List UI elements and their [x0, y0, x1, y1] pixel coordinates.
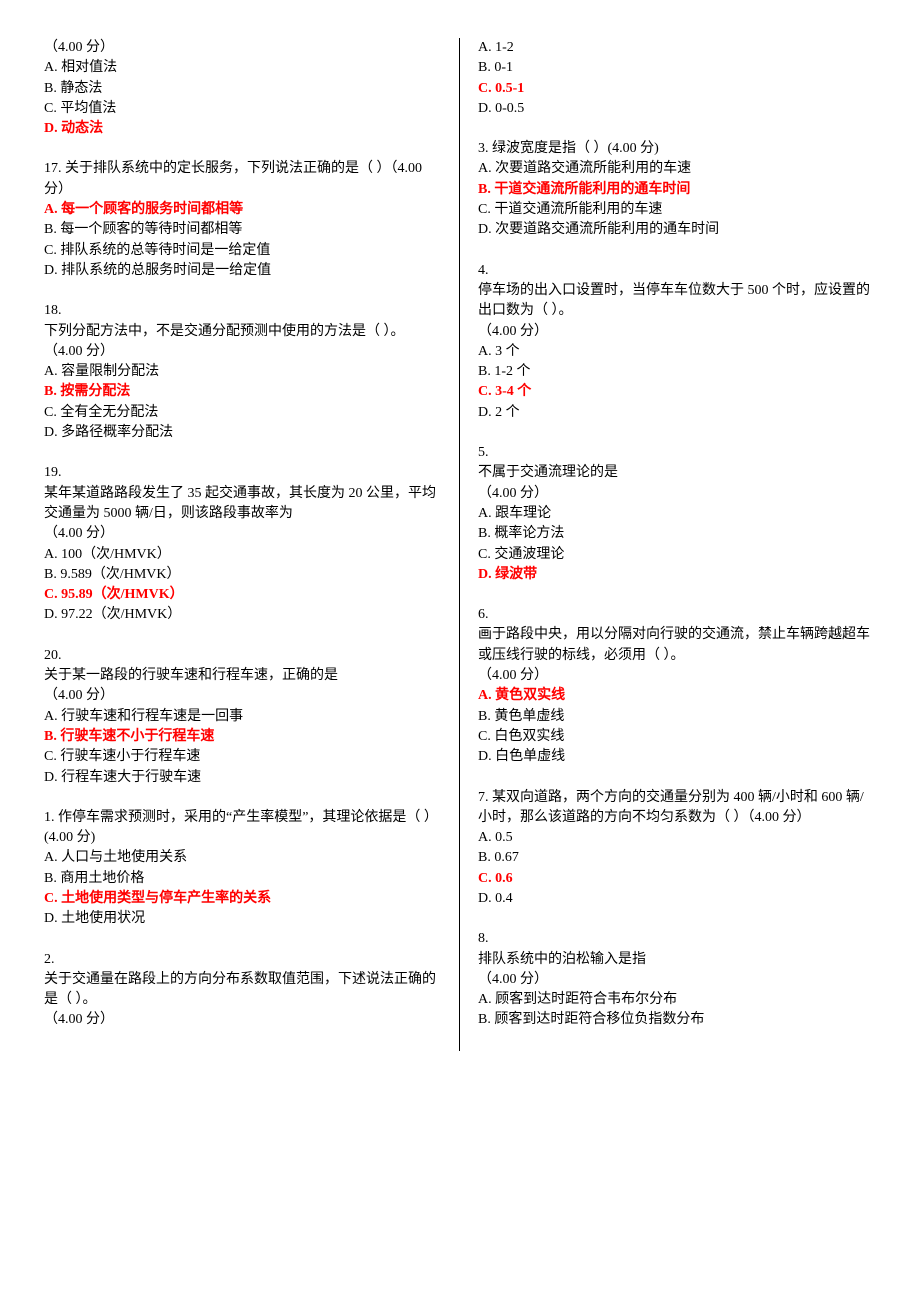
answer-option-correct: C. 95.89（次/HMVK） — [44, 585, 441, 605]
text-line: 关于交通量在路段上的方向分布系数取值范围，下述说法正确的是（ ）。 — [44, 970, 441, 1011]
text-line: D. 2 个 — [478, 403, 876, 423]
question-block: （4.00 分）A. 相对值法B. 静态法C. 平均值法D. 动态法 — [44, 38, 441, 139]
answer-option-correct: A. 每一个顾客的服务时间都相等 — [44, 200, 441, 220]
text-line: B. 商用土地价格 — [44, 869, 441, 889]
text-line: 关于某一路段的行驶车速和行程车速，正确的是 — [44, 666, 441, 686]
text-line: 画于路段中央，用以分隔对向行驶的交通流，禁止车辆跨越超车或压线行驶的标线，必须用… — [478, 625, 876, 666]
question-block: A. 1-2B. 0-1C. 0.5-1D. 0-0.5 — [478, 38, 876, 119]
text-line: B. 黄色单虚线 — [478, 707, 876, 727]
left-column: （4.00 分）A. 相对值法B. 静态法C. 平均值法D. 动态法17. 关于… — [44, 38, 460, 1051]
text-line: 7. 某双向道路，两个方向的交通量分别为 400 辆/小时和 600 辆/小时，… — [478, 788, 876, 829]
text-line: B. 0-1 — [478, 58, 876, 78]
answer-option-correct: D. 绿波带 — [478, 565, 876, 585]
text-line: C. 行驶车速小于行程车速 — [44, 747, 441, 767]
text-line: 不属于交通流理论的是 — [478, 463, 876, 483]
text-line: 某年某道路路段发生了 35 起交通事故，其长度为 20 公里，平均交通量为 50… — [44, 484, 441, 525]
answer-option-correct: C. 土地使用类型与停车产生率的关系 — [44, 889, 441, 909]
text-line: （4.00 分） — [44, 38, 441, 58]
text-line: 1. 作停车需求预测时，采用的“产生率模型”，其理论依据是（ ）(4.00 分) — [44, 808, 441, 849]
answer-option-correct: B. 干道交通流所能利用的通车时间 — [478, 180, 876, 200]
text-line: D. 白色单虚线 — [478, 747, 876, 767]
text-line: A. 1-2 — [478, 38, 876, 58]
text-line: C. 白色双实线 — [478, 727, 876, 747]
text-line: 5. — [478, 443, 876, 463]
text-line: C. 干道交通流所能利用的车速 — [478, 200, 876, 220]
text-line: A. 行驶车速和行程车速是一回事 — [44, 707, 441, 727]
text-line: 20. — [44, 646, 441, 666]
text-line: 4. — [478, 261, 876, 281]
text-line: 17. 关于排队系统中的定长服务，下列说法正确的是（ ）（4.00 分） — [44, 159, 441, 200]
text-line: （4.00 分） — [44, 524, 441, 544]
text-line: （4.00 分） — [44, 1010, 441, 1030]
text-line: 19. — [44, 463, 441, 483]
text-line: 6. — [478, 605, 876, 625]
text-line: D. 行程车速大于行驶车速 — [44, 768, 441, 788]
question-block: 4.停车场的出入口设置时，当停车车位数大于 500 个时，应设置的出口数为（ ）… — [478, 261, 876, 423]
answer-option-correct: C. 0.6 — [478, 869, 876, 889]
question-block: 17. 关于排队系统中的定长服务，下列说法正确的是（ ）（4.00 分）A. 每… — [44, 159, 441, 281]
text-line: 下列分配方法中，不是交通分配预测中使用的方法是（ ）。 — [44, 322, 441, 342]
answer-option-correct: B. 行驶车速不小于行程车速 — [44, 727, 441, 747]
question-block: 2.关于交通量在路段上的方向分布系数取值范围，下述说法正确的是（ ）。（4.00… — [44, 950, 441, 1031]
text-line: （4.00 分） — [478, 666, 876, 686]
text-line: 18. — [44, 301, 441, 321]
text-line: D. 多路径概率分配法 — [44, 423, 441, 443]
text-line: D. 次要道路交通流所能利用的通车时间 — [478, 220, 876, 240]
answer-option-correct: C. 3-4 个 — [478, 382, 876, 402]
text-line: A. 次要道路交通流所能利用的车速 — [478, 159, 876, 179]
question-block: 6.画于路段中央，用以分隔对向行驶的交通流，禁止车辆跨越超车或压线行驶的标线，必… — [478, 605, 876, 767]
text-line: D. 0.4 — [478, 889, 876, 909]
text-line: B. 概率论方法 — [478, 524, 876, 544]
question-block: 3. 绿波宽度是指（ ）(4.00 分)A. 次要道路交通流所能利用的车速B. … — [478, 139, 876, 240]
question-block: 20.关于某一路段的行驶车速和行程车速，正确的是（4.00 分）A. 行驶车速和… — [44, 646, 441, 788]
question-block: 8.排队系统中的泊松输入是指（4.00 分）A. 顾客到达时距符合韦布尔分布B.… — [478, 929, 876, 1030]
text-line: B. 1-2 个 — [478, 362, 876, 382]
text-line: B. 9.589（次/HMVK） — [44, 565, 441, 585]
text-line: 3. 绿波宽度是指（ ）(4.00 分) — [478, 139, 876, 159]
text-line: B. 静态法 — [44, 79, 441, 99]
text-line: A. 容量限制分配法 — [44, 362, 441, 382]
text-line: C. 排队系统的总等待时间是一给定值 — [44, 241, 441, 261]
text-line: （4.00 分） — [478, 970, 876, 990]
text-line: 2. — [44, 950, 441, 970]
text-line: B. 0.67 — [478, 848, 876, 868]
text-line: C. 交通波理论 — [478, 545, 876, 565]
text-line: C. 平均值法 — [44, 99, 441, 119]
text-line: 排队系统中的泊松输入是指 — [478, 950, 876, 970]
text-line: A. 100（次/HMVK） — [44, 545, 441, 565]
text-line: （4.00 分） — [44, 686, 441, 706]
text-line: C. 全有全无分配法 — [44, 403, 441, 423]
question-block: 19.某年某道路路段发生了 35 起交通事故，其长度为 20 公里，平均交通量为… — [44, 463, 441, 625]
question-block: 5.不属于交通流理论的是（4.00 分）A. 跟车理论B. 概率论方法C. 交通… — [478, 443, 876, 585]
text-line: A. 3 个 — [478, 342, 876, 362]
answer-option-correct: C. 0.5-1 — [478, 79, 876, 99]
text-line: D. 土地使用状况 — [44, 909, 441, 929]
text-line: （4.00 分） — [478, 322, 876, 342]
question-block: 1. 作停车需求预测时，采用的“产生率模型”，其理论依据是（ ）(4.00 分)… — [44, 808, 441, 930]
answer-option-correct: D. 动态法 — [44, 119, 441, 139]
right-column: A. 1-2B. 0-1C. 0.5-1D. 0-0.5 3. 绿波宽度是指（ ）… — [460, 38, 876, 1051]
text-line: D. 97.22（次/HMVK） — [44, 605, 441, 625]
two-column-layout: （4.00 分）A. 相对值法B. 静态法C. 平均值法D. 动态法17. 关于… — [44, 38, 876, 1051]
text-line: D. 0-0.5 — [478, 99, 876, 119]
text-line: （4.00 分） — [478, 484, 876, 504]
question-block: 7. 某双向道路，两个方向的交通量分别为 400 辆/小时和 600 辆/小时，… — [478, 788, 876, 910]
text-line: B. 顾客到达时距符合移位负指数分布 — [478, 1010, 876, 1030]
text-line: A. 人口与土地使用关系 — [44, 848, 441, 868]
text-line: A. 跟车理论 — [478, 504, 876, 524]
text-line: A. 顾客到达时距符合韦布尔分布 — [478, 990, 876, 1010]
text-line: B. 每一个顾客的等待时间都相等 — [44, 220, 441, 240]
question-block: 18.下列分配方法中，不是交通分配预测中使用的方法是（ ）。（4.00 分）A.… — [44, 301, 441, 443]
text-line: A. 0.5 — [478, 828, 876, 848]
text-line: D. 排队系统的总服务时间是一给定值 — [44, 261, 441, 281]
text-line: （4.00 分） — [44, 342, 441, 362]
text-line: 8. — [478, 929, 876, 949]
answer-option-correct: A. 黄色双实线 — [478, 686, 876, 706]
answer-option-correct: B. 按需分配法 — [44, 382, 441, 402]
text-line: 停车场的出入口设置时，当停车车位数大于 500 个时，应设置的出口数为（ ）。 — [478, 281, 876, 322]
text-line: A. 相对值法 — [44, 58, 441, 78]
